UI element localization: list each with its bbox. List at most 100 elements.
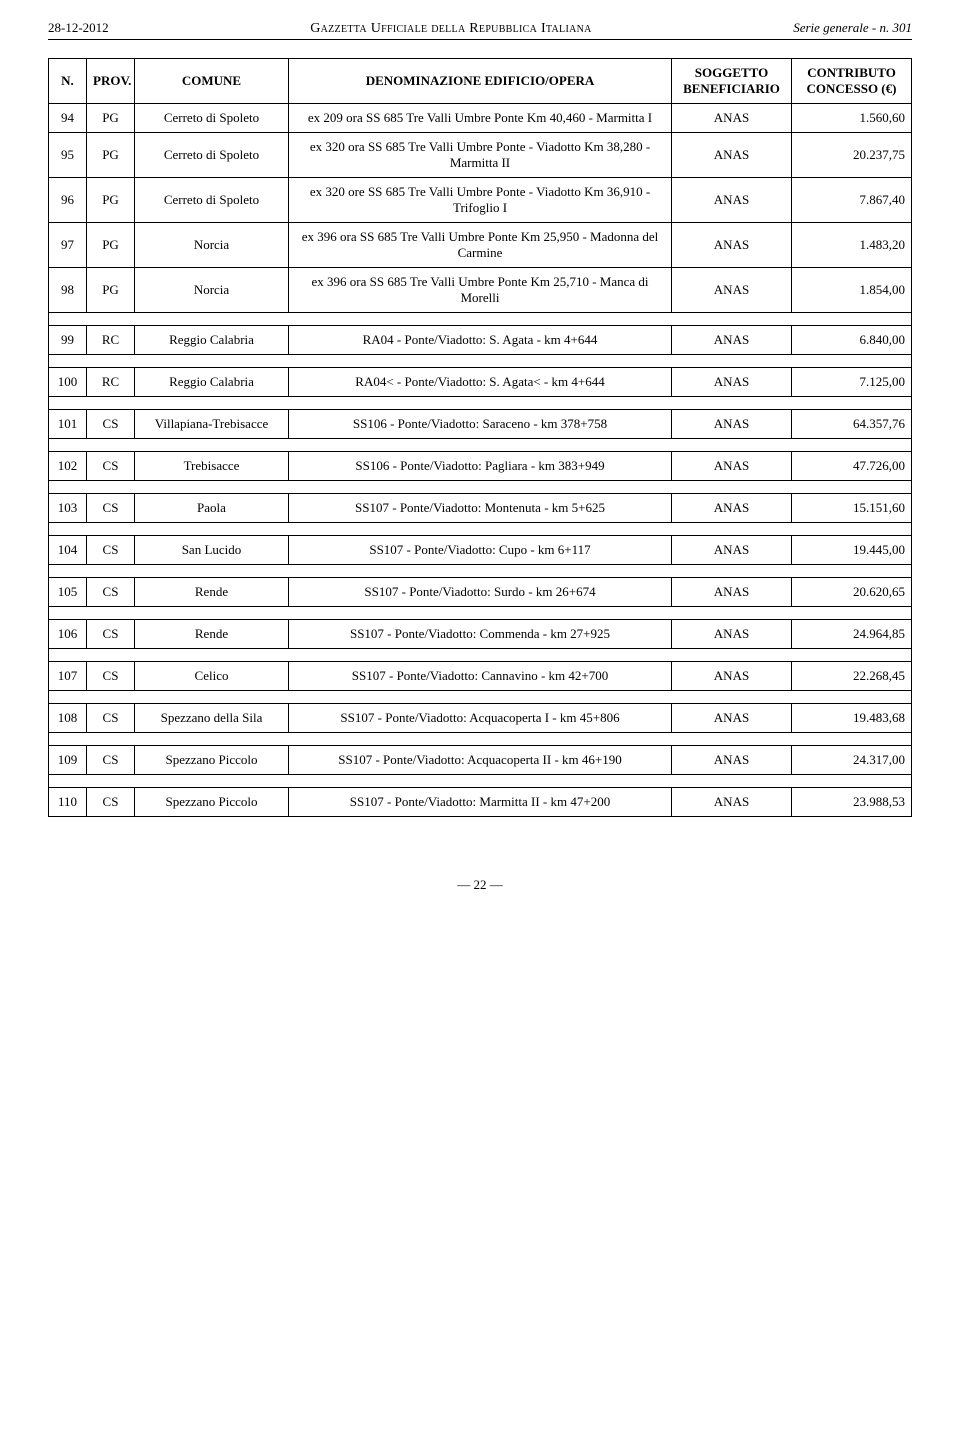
cell-comune: Norcia xyxy=(135,268,289,313)
cell-sog: ANAS xyxy=(672,133,792,178)
cell-contr: 19.483,68 xyxy=(792,704,912,733)
cell-sog: ANAS xyxy=(672,620,792,649)
table-row: 94PGCerreto di Spoletoex 209 ora SS 685 … xyxy=(49,104,912,133)
page-footer: — 22 — xyxy=(48,877,912,893)
table-row: 100RCReggio CalabriaRA04< - Ponte/Viadot… xyxy=(49,368,912,397)
cell-sog: ANAS xyxy=(672,578,792,607)
cell-prov: RC xyxy=(87,368,135,397)
cell-sog: ANAS xyxy=(672,536,792,565)
cell-n: 100 xyxy=(49,368,87,397)
cell-den: SS107 - Ponte/Viadotto: Acquacoperta I -… xyxy=(289,704,672,733)
cell-den: SS106 - Ponte/Viadotto: Saraceno - km 37… xyxy=(289,410,672,439)
table-head: N. PROV. COMUNE DENOMINAZIONE EDIFICIO/O… xyxy=(49,59,912,104)
spacer-row xyxy=(49,313,912,326)
cell-sog: ANAS xyxy=(672,452,792,481)
cell-n: 96 xyxy=(49,178,87,223)
cell-prov: CS xyxy=(87,746,135,775)
cell-den: ex 320 ore SS 685 Tre Valli Umbre Ponte … xyxy=(289,178,672,223)
cell-den: ex 396 ora SS 685 Tre Valli Umbre Ponte … xyxy=(289,223,672,268)
cell-contr: 23.988,53 xyxy=(792,788,912,817)
cell-n: 98 xyxy=(49,268,87,313)
cell-prov: CS xyxy=(87,578,135,607)
cell-den: SS107 - Ponte/Viadotto: Cupo - km 6+117 xyxy=(289,536,672,565)
cell-comune: San Lucido xyxy=(135,536,289,565)
cell-den: SS107 - Ponte/Viadotto: Acquacoperta II … xyxy=(289,746,672,775)
header-series: Serie generale - n. 301 xyxy=(793,20,912,36)
cell-den: SS107 - Ponte/Viadotto: Surdo - km 26+67… xyxy=(289,578,672,607)
page-number: — 22 — xyxy=(457,877,503,892)
cell-prov: CS xyxy=(87,536,135,565)
spacer-row xyxy=(49,523,912,536)
cell-contr: 7.867,40 xyxy=(792,178,912,223)
spacer-row xyxy=(49,649,912,662)
table-body: 94PGCerreto di Spoletoex 209 ora SS 685 … xyxy=(49,104,912,817)
cell-comune: Reggio Calabria xyxy=(135,326,289,355)
cell-comune: Norcia xyxy=(135,223,289,268)
cell-n: 109 xyxy=(49,746,87,775)
cell-den: ex 209 ora SS 685 Tre Valli Umbre Ponte … xyxy=(289,104,672,133)
header-title: Gazzetta Ufficiale della Repubblica Ital… xyxy=(310,21,591,37)
cell-prov: CS xyxy=(87,620,135,649)
cell-prov: PG xyxy=(87,133,135,178)
cell-comune: Paola xyxy=(135,494,289,523)
cell-contr: 64.357,76 xyxy=(792,410,912,439)
cell-n: 102 xyxy=(49,452,87,481)
cell-n: 105 xyxy=(49,578,87,607)
cell-contr: 24.964,85 xyxy=(792,620,912,649)
cell-sog: ANAS xyxy=(672,410,792,439)
col-header-prov: PROV. xyxy=(87,59,135,104)
cell-n: 101 xyxy=(49,410,87,439)
spacer-row xyxy=(49,397,912,410)
cell-den: SS107 - Ponte/Viadotto: Montenuta - km 5… xyxy=(289,494,672,523)
cell-n: 106 xyxy=(49,620,87,649)
cell-prov: PG xyxy=(87,104,135,133)
cell-sog: ANAS xyxy=(672,662,792,691)
cell-comune: Celico xyxy=(135,662,289,691)
table-row: 104CSSan LucidoSS107 - Ponte/Viadotto: C… xyxy=(49,536,912,565)
cell-comune: Cerreto di Spoleto xyxy=(135,104,289,133)
cell-comune: Spezzano Piccolo xyxy=(135,746,289,775)
spacer-row xyxy=(49,481,912,494)
cell-sog: ANAS xyxy=(672,746,792,775)
cell-sog: ANAS xyxy=(672,788,792,817)
cell-sog: ANAS xyxy=(672,704,792,733)
cell-contr: 47.726,00 xyxy=(792,452,912,481)
spacer-row xyxy=(49,565,912,578)
cell-n: 95 xyxy=(49,133,87,178)
cell-prov: PG xyxy=(87,223,135,268)
cell-contr: 1.560,60 xyxy=(792,104,912,133)
cell-contr: 6.840,00 xyxy=(792,326,912,355)
cell-prov: CS xyxy=(87,410,135,439)
cell-sog: ANAS xyxy=(672,494,792,523)
cell-comune: Cerreto di Spoleto xyxy=(135,133,289,178)
table-row: 107CSCelicoSS107 - Ponte/Viadotto: Canna… xyxy=(49,662,912,691)
col-header-den: DENOMINAZIONE EDIFICIO/OPERA xyxy=(289,59,672,104)
cell-contr: 7.125,00 xyxy=(792,368,912,397)
cell-prov: CS xyxy=(87,662,135,691)
cell-prov: PG xyxy=(87,268,135,313)
cell-comune: Spezzano Piccolo xyxy=(135,788,289,817)
cell-contr: 20.237,75 xyxy=(792,133,912,178)
cell-den: SS107 - Ponte/Viadotto: Cannavino - km 4… xyxy=(289,662,672,691)
cell-den: SS107 - Ponte/Viadotto: Marmitta II - km… xyxy=(289,788,672,817)
table-header-row: N. PROV. COMUNE DENOMINAZIONE EDIFICIO/O… xyxy=(49,59,912,104)
cell-contr: 1.483,20 xyxy=(792,223,912,268)
cell-sog: ANAS xyxy=(672,178,792,223)
cell-den: ex 396 ora SS 685 Tre Valli Umbre Ponte … xyxy=(289,268,672,313)
cell-den: RA04< - Ponte/Viadotto: S. Agata< - km 4… xyxy=(289,368,672,397)
cell-contr: 22.268,45 xyxy=(792,662,912,691)
cell-prov: RC xyxy=(87,326,135,355)
spacer-row xyxy=(49,607,912,620)
cell-comune: Villapiana-Trebisacce xyxy=(135,410,289,439)
cell-comune: Rende xyxy=(135,620,289,649)
cell-den: SS107 - Ponte/Viadotto: Commenda - km 27… xyxy=(289,620,672,649)
cell-n: 104 xyxy=(49,536,87,565)
spacer-row xyxy=(49,733,912,746)
cell-contr: 24.317,00 xyxy=(792,746,912,775)
cell-sog: ANAS xyxy=(672,223,792,268)
cell-n: 103 xyxy=(49,494,87,523)
cell-comune: Rende xyxy=(135,578,289,607)
table-row: 95PGCerreto di Spoletoex 320 ora SS 685 … xyxy=(49,133,912,178)
table-row: 98PGNorciaex 396 ora SS 685 Tre Valli Um… xyxy=(49,268,912,313)
cell-den: RA04 - Ponte/Viadotto: S. Agata - km 4+6… xyxy=(289,326,672,355)
